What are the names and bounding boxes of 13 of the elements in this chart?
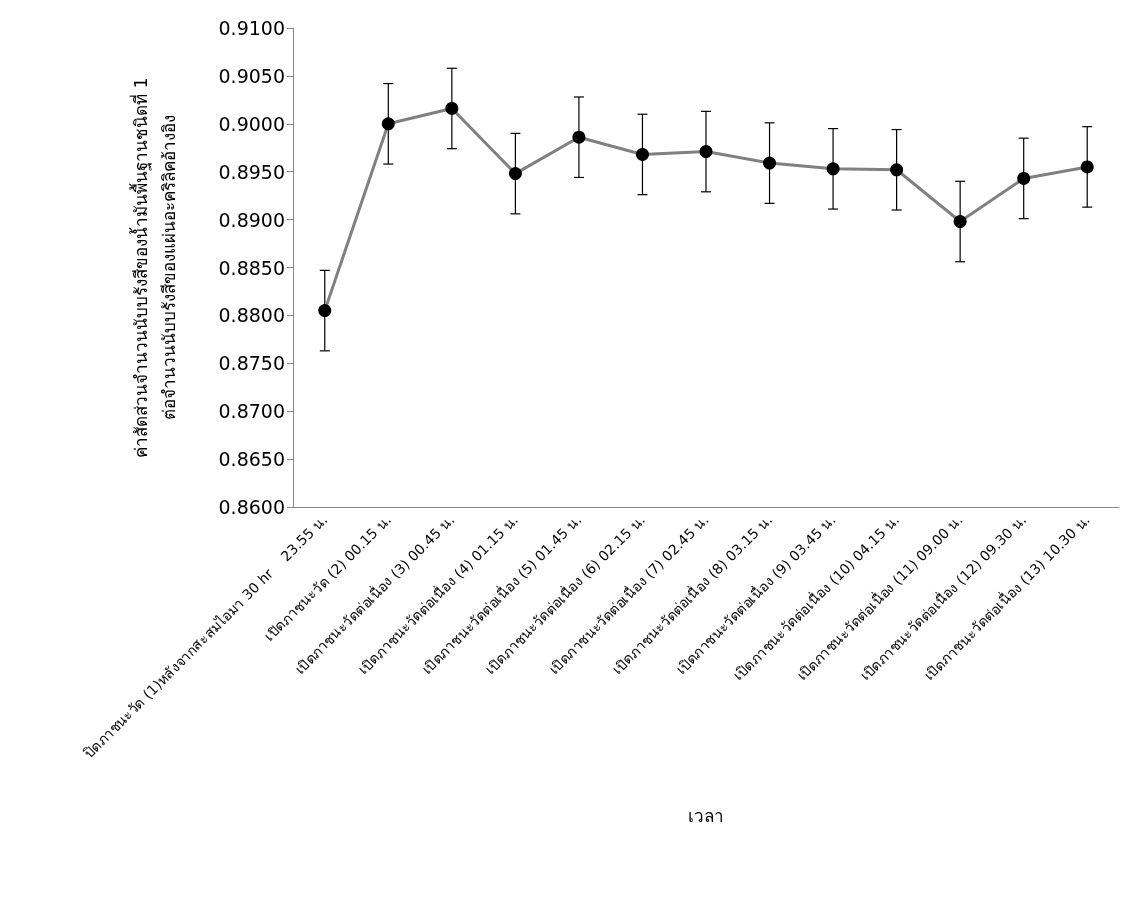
y-tick-label: 0.8700 (218, 400, 285, 423)
y-tick-label: 0.8800 (218, 304, 285, 327)
y-tick-label: 0.8600 (218, 496, 285, 518)
y-tick-label: 0.8750 (218, 352, 285, 375)
y-tick-label: 0.9100 (218, 17, 285, 39)
y-tick-label: 0.9050 (218, 64, 285, 87)
y-tick-label: 0.9000 (218, 112, 285, 135)
y-axis-title: ค่าสัดส่วนจำนวนนับบรังสีของน้ำมันพื้นฐานชนิดที่ 1 ต่อจำนวนนับบรังสีของแผ่นอะคริลิคอ้างอิง (129, 77, 179, 458)
x-axis-title: เวลา (688, 805, 724, 826)
y-tick-label: 0.8650 (218, 448, 285, 471)
y-tick-label: 0.8900 (218, 208, 285, 231)
y-tick-label: 0.8850 (218, 256, 285, 279)
y-tick-label: 0.8950 (218, 160, 285, 183)
